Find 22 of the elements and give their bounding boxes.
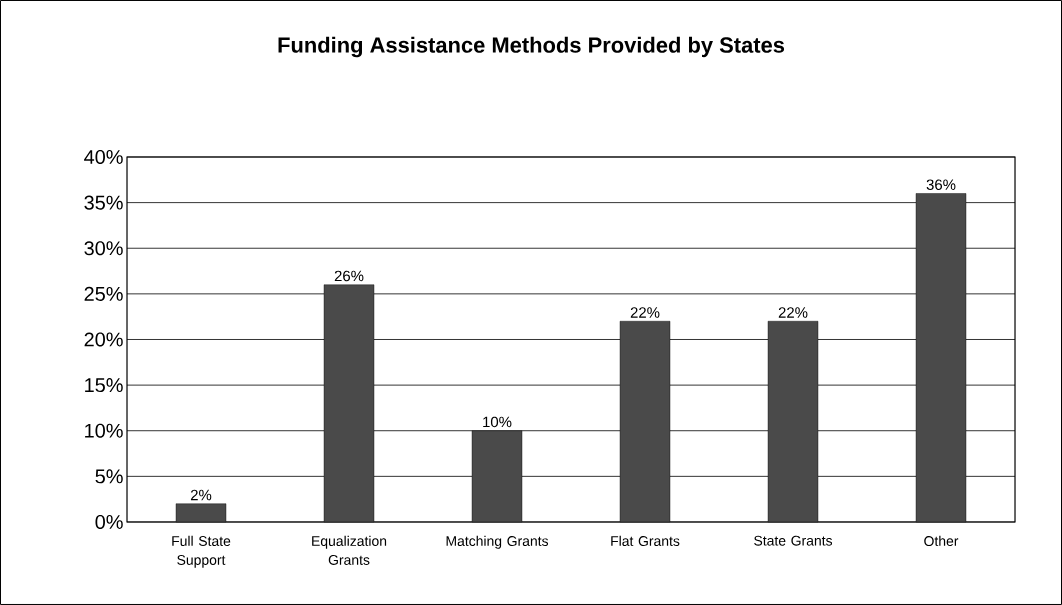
y-tick-label: 5%: [95, 469, 123, 484]
data-label: 10%: [483, 416, 512, 428]
x-tick-label: State Grants: [754, 535, 833, 546]
data-label: 2%: [190, 489, 212, 501]
y-tick-label: 40%: [84, 149, 123, 165]
y-tick-label: 35%: [84, 195, 123, 210]
data-label: 22%: [778, 307, 808, 318]
data-label: 36%: [926, 179, 956, 190]
x-tick-label: Full State Support: [172, 535, 231, 568]
y-tick-label: 0%: [95, 514, 123, 530]
y-tick-label: 30%: [84, 241, 123, 256]
x-tick-label: Other: [924, 535, 959, 546]
y-tick-label: 20%: [84, 332, 123, 347]
data-label: 26%: [334, 270, 364, 282]
chart-title: Funding Assistance Methods Provided by States: [278, 36, 785, 58]
x-tick-label: Matching Grants: [446, 535, 549, 549]
y-tick-label: 15%: [85, 378, 123, 393]
y-tick-label: 25%: [84, 286, 123, 301]
x-tick-label: Equalization Grants: [312, 535, 387, 565]
y-tick-label: 10%: [85, 423, 123, 438]
x-tick-label: Flat Grants: [611, 535, 680, 546]
data-label: 22%: [630, 307, 660, 318]
